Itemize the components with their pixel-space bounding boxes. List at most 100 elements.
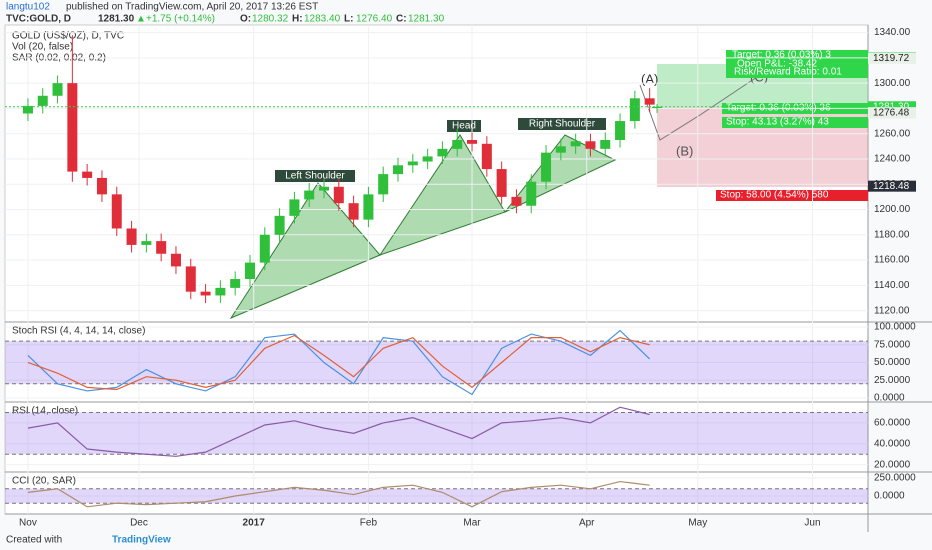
candle-body	[348, 203, 359, 220]
x-tick-label: Feb	[360, 518, 378, 529]
position-text: Target: 0.36 (0.03%) 3	[732, 50, 831, 61]
candle-body	[244, 262, 255, 280]
candle-body	[629, 98, 640, 122]
x-tick-label: 2017	[243, 518, 266, 529]
label-box	[275, 170, 355, 182]
footer-brand: TradingView	[112, 535, 171, 546]
ohlc: C:	[396, 14, 407, 25]
candle-body	[200, 291, 211, 296]
candle-body	[393, 165, 404, 175]
y-tick-label: 25.0000	[874, 375, 911, 386]
price-tag-label: 1319.72	[873, 53, 910, 64]
candle-body	[52, 83, 63, 96]
candle-body	[170, 253, 181, 267]
candle-body	[274, 215, 285, 235]
price-tag	[868, 52, 916, 64]
y-tick-label: 0.0000	[874, 491, 905, 502]
candle-body	[615, 121, 626, 141]
legend: Vol (20, false)	[12, 42, 73, 53]
label-box	[518, 118, 606, 130]
y-tick-label: 60.0000	[874, 418, 911, 429]
ohlc: 1281.30	[408, 14, 445, 25]
candle-body	[318, 186, 329, 191]
band	[5, 488, 868, 504]
candle-body	[511, 196, 522, 206]
position-box	[726, 50, 868, 78]
pane-title: CCI (20, SAR)	[12, 476, 76, 487]
footer: Created with	[6, 535, 62, 546]
candle-body	[67, 83, 78, 172]
y-tick-label: 1200.00	[874, 204, 911, 215]
price-tag	[868, 107, 916, 119]
candle-body	[541, 152, 552, 182]
pane-title: Stoch RSI (4, 4, 14, 14, close)	[12, 326, 145, 337]
ohlc: 1280.32	[252, 14, 289, 25]
wave-path	[639, 74, 761, 141]
y-tick-label: 1140.00	[874, 280, 910, 291]
candle-body	[156, 241, 167, 254]
y-tick-label: 100.0000	[874, 322, 916, 333]
band	[5, 412, 868, 455]
y-tick-label: 1180.00	[874, 229, 910, 240]
price-tag	[868, 101, 916, 113]
candle-body	[141, 241, 152, 245]
y-tick-label: 1340.00	[874, 27, 911, 38]
legend: GOLD (US$/OZ), D, TVC	[12, 31, 124, 42]
indicator-line	[27, 406, 650, 457]
candle-body	[644, 98, 655, 105]
price-tag	[868, 180, 916, 192]
candle-body	[422, 156, 433, 162]
x-tick-label: Apr	[579, 518, 595, 529]
annotation: Head	[452, 121, 476, 132]
y-tick-label: 75.0000	[874, 339, 911, 350]
ohlc: O: 1280.32 H: 1283.40 L: 1276.40 C: 1281.30	[240, 14, 445, 25]
change: +1.75 (+0.14%)	[146, 14, 215, 25]
y-tick-label: 0.0000	[874, 393, 905, 404]
candle-body	[289, 199, 300, 216]
y-tick-label: 20.0000	[874, 459, 911, 470]
candle-body	[481, 143, 492, 170]
candle-body	[600, 140, 611, 149]
candle-body	[652, 106, 663, 109]
x-tick-label: Mar	[463, 518, 481, 529]
position-text: Stop: 58.00 (4.54%) 580	[720, 190, 829, 201]
candle-body	[185, 266, 196, 292]
annotation: Right Shoulder	[529, 119, 596, 130]
annotation: Left Shoulder	[285, 171, 345, 182]
y-tick-label: 1260.00	[874, 128, 911, 139]
position-box	[716, 190, 868, 201]
annotation: (A)	[641, 71, 658, 86]
price-tag-label: 1276.48	[873, 108, 910, 119]
candle-body	[215, 287, 226, 296]
candle-body	[526, 181, 537, 206]
last: 1281.30	[98, 14, 135, 25]
candle-body	[585, 141, 596, 149]
annotation: (B)	[676, 143, 693, 158]
candle-body	[230, 279, 241, 288]
candle-body	[467, 140, 478, 144]
x-tick-label: Dec	[130, 518, 148, 529]
arrow: ▲	[136, 14, 146, 25]
published: published on TradingView.com, April 20, …	[66, 2, 318, 13]
x-tick-label: Jun	[804, 518, 820, 529]
ohlc: H:	[292, 14, 303, 25]
y-tick-label: 1300.00	[874, 78, 911, 89]
ohlc: O:	[240, 14, 251, 25]
y-tick-label: 50.0000	[874, 357, 911, 368]
y-tick-label: 1120.00	[874, 305, 910, 316]
candle-body	[22, 105, 33, 114]
ohlc: 1283.40	[304, 14, 341, 25]
candle-body	[333, 186, 344, 204]
y-tick-label: 1160.00	[874, 255, 910, 266]
position-text: Open P&L: -38.42	[737, 59, 817, 70]
head-shape	[378, 134, 506, 256]
candle-body	[452, 140, 463, 149]
candle-body	[407, 161, 418, 166]
candle-body	[126, 228, 137, 245]
candle-body	[259, 234, 270, 263]
y-tick-label: 40.0000	[874, 438, 911, 449]
position-text: Risk/Reward Ratio: 0.01	[734, 67, 842, 78]
indicator-line	[27, 334, 650, 391]
price-tag-label: 1218.48	[873, 181, 910, 192]
